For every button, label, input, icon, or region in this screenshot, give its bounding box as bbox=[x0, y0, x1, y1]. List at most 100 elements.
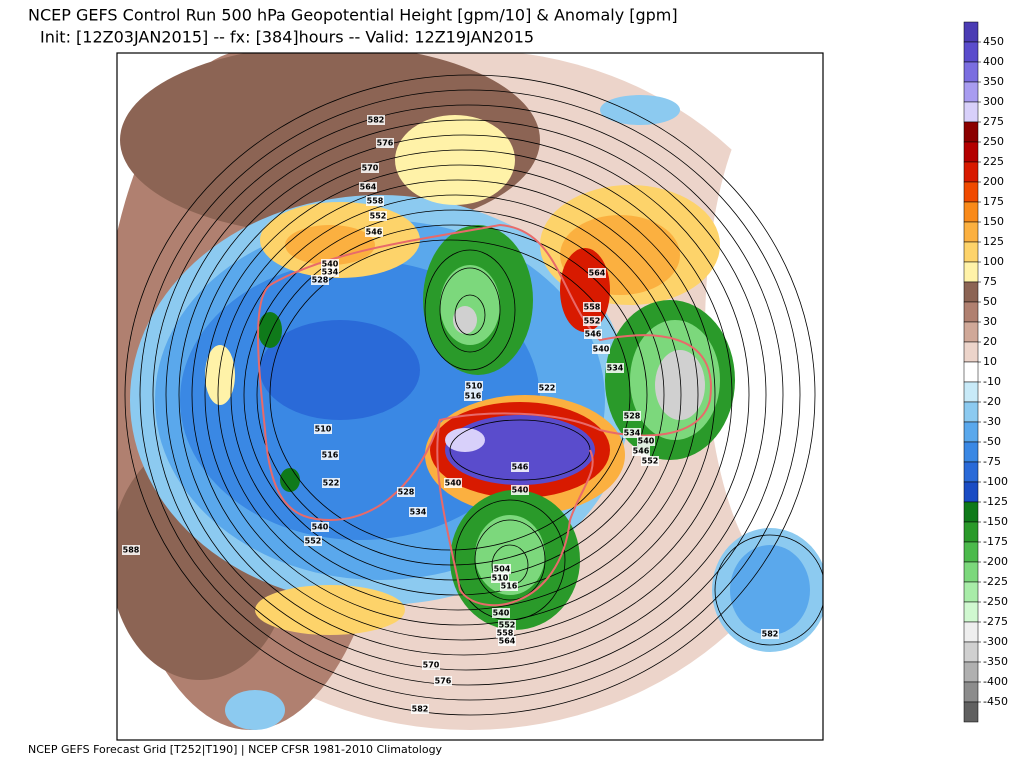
contour-label-bg bbox=[632, 446, 650, 456]
colorbar-box bbox=[963, 561, 979, 583]
contour-label: 534 bbox=[410, 508, 427, 517]
colorbar-box bbox=[963, 421, 979, 443]
colorbar-box bbox=[963, 101, 979, 123]
colorbar-box bbox=[963, 181, 979, 203]
contour-label-bg bbox=[584, 329, 602, 339]
colorbar-label: 400 bbox=[983, 55, 1004, 68]
contour-label-bg bbox=[409, 507, 427, 517]
contour-label-bg bbox=[538, 383, 556, 393]
colorbar-label: 200 bbox=[983, 175, 1004, 188]
colorbar-box bbox=[963, 61, 979, 83]
map-frame bbox=[116, 52, 824, 741]
colorbar-box bbox=[963, 521, 979, 543]
colorbar-label: -250 bbox=[983, 595, 1008, 608]
colorbar-label: 350 bbox=[983, 75, 1004, 88]
contour-label: 570 bbox=[423, 661, 440, 670]
contour-label: 552 bbox=[584, 317, 601, 326]
colorbar-box bbox=[963, 621, 979, 643]
contour-label-bg bbox=[500, 581, 518, 591]
footer: NCEP GEFS Forecast Grid [T252|T190] | NC… bbox=[28, 743, 443, 756]
contour-label: 534 bbox=[624, 429, 641, 438]
contour-label: 576 bbox=[435, 677, 452, 686]
contour-label: 546 bbox=[512, 463, 529, 472]
contour-label: 564 bbox=[589, 269, 606, 278]
colorbar-box bbox=[963, 121, 979, 143]
contour-label-bg bbox=[761, 629, 779, 639]
contour-label: 558 bbox=[584, 303, 601, 312]
colorbar-box bbox=[963, 141, 979, 163]
colorbar-label: -150 bbox=[983, 515, 1008, 528]
colorbar-box bbox=[963, 201, 979, 223]
contour-label-bg bbox=[606, 363, 624, 373]
colorbar-label: -100 bbox=[983, 475, 1008, 488]
colorbar-box bbox=[963, 501, 979, 523]
colorbar-label: 450 bbox=[983, 35, 1004, 48]
colorbar-label: 30 bbox=[983, 315, 997, 328]
colorbar-label: -50 bbox=[983, 435, 1001, 448]
contour-label-bg bbox=[623, 411, 641, 421]
contour-label: 552 bbox=[642, 457, 659, 466]
colorbar-box bbox=[963, 261, 979, 283]
contour-label-bg bbox=[304, 536, 322, 546]
contour-label-bg bbox=[511, 485, 529, 495]
contour-label: 510 bbox=[315, 425, 332, 434]
contour-label: 582 bbox=[412, 705, 429, 714]
colorbar-label: -350 bbox=[983, 655, 1008, 668]
contour-label-bg bbox=[444, 478, 462, 488]
contour-label-bg bbox=[321, 259, 339, 269]
contour-label-bg bbox=[592, 344, 610, 354]
contour-label-bg bbox=[588, 268, 606, 278]
colorbar-label: -30 bbox=[983, 415, 1001, 428]
colorbar-box bbox=[963, 341, 979, 363]
contour-label: 540 bbox=[593, 345, 610, 354]
contour-label-bg bbox=[498, 620, 516, 630]
contour-label-bg bbox=[366, 196, 384, 206]
colorbar-box bbox=[963, 701, 979, 723]
colorbar-label: -400 bbox=[983, 675, 1008, 688]
contour-label-bg bbox=[322, 478, 340, 488]
contour-label: 528 bbox=[312, 276, 329, 285]
contour-label: 558 bbox=[497, 629, 514, 638]
colorbar-label: 10 bbox=[983, 355, 997, 368]
colorbar-box bbox=[963, 661, 979, 683]
contour-label: 516 bbox=[322, 451, 339, 460]
colorbar-box bbox=[963, 221, 979, 243]
contour-label: 546 bbox=[633, 447, 650, 456]
contour-label: 546 bbox=[366, 228, 383, 237]
colorbar-box bbox=[963, 541, 979, 563]
colorbar-label: -125 bbox=[983, 495, 1008, 508]
contour-label: 516 bbox=[465, 392, 482, 401]
contour-label: 540 bbox=[445, 479, 462, 488]
colorbar-box bbox=[963, 681, 979, 703]
contour-label: 510 bbox=[492, 574, 509, 583]
contour-label-bg bbox=[376, 138, 394, 148]
contour-label-bg bbox=[311, 522, 329, 532]
contour-label-bg bbox=[623, 428, 641, 438]
colorbar-box bbox=[963, 281, 979, 303]
contour-label: 504 bbox=[494, 565, 511, 574]
contour-label: 540 bbox=[638, 437, 655, 446]
colorbar-label: -75 bbox=[983, 455, 1001, 468]
contour-label-bg bbox=[369, 211, 387, 221]
contour-label: 522 bbox=[323, 479, 340, 488]
colorbar-label: 175 bbox=[983, 195, 1004, 208]
contour-label-bg bbox=[496, 628, 514, 638]
contour-label-bg bbox=[583, 316, 601, 326]
subtitle: Init: [12Z03JAN2015] -- fx: [384]hours -… bbox=[40, 28, 534, 47]
contour-label-bg bbox=[422, 660, 440, 670]
colorbar-label: 50 bbox=[983, 295, 997, 308]
colorbar-box bbox=[963, 321, 979, 343]
colorbar-box bbox=[963, 641, 979, 663]
colorbar-label: -450 bbox=[983, 695, 1008, 708]
contour-label: 540 bbox=[322, 260, 339, 269]
contour-label-bg bbox=[321, 267, 339, 277]
contour-label-bg bbox=[411, 704, 429, 714]
colorbar-box bbox=[963, 241, 979, 263]
contour-label-bg bbox=[465, 381, 483, 391]
contour-label-bg bbox=[637, 436, 655, 446]
colorbar-box bbox=[963, 601, 979, 623]
contour-label: 546 bbox=[585, 330, 602, 339]
colorbar-label: 275 bbox=[983, 115, 1004, 128]
colorbar-box bbox=[963, 21, 979, 43]
contour-label-bg bbox=[359, 182, 377, 192]
